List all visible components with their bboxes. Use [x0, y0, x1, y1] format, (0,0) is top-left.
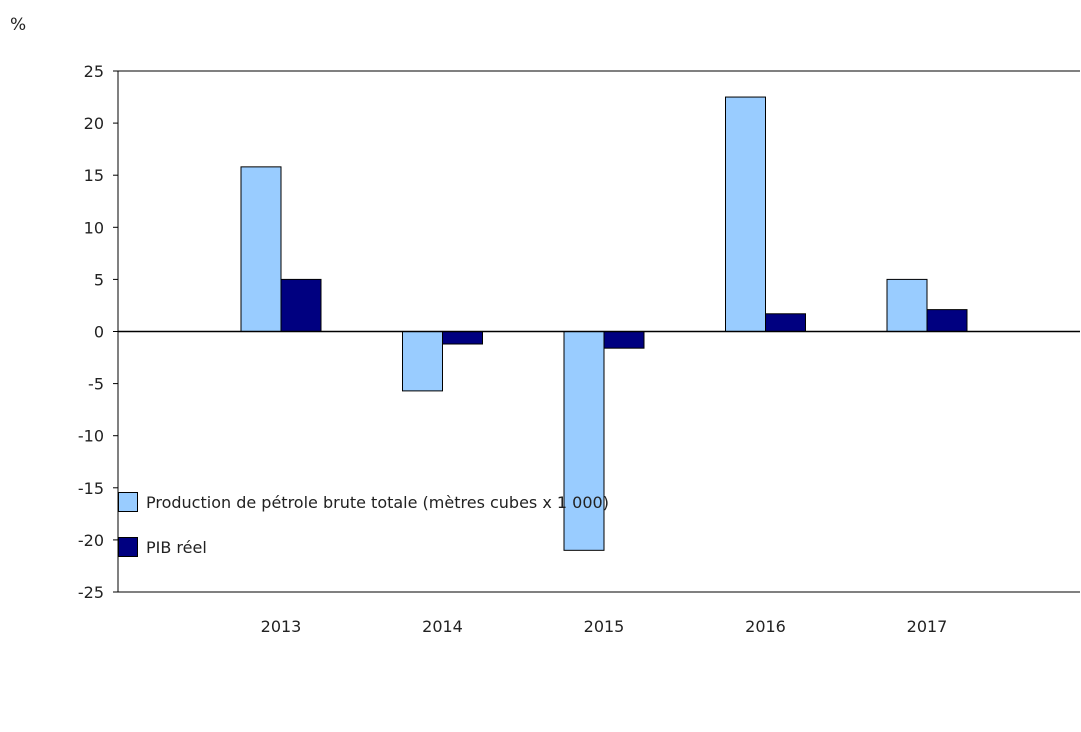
y-tick-label: -15	[78, 479, 104, 498]
y-tick-label: -25	[78, 583, 104, 602]
bar-production-2013	[241, 167, 281, 332]
bar-pib-2013	[281, 279, 321, 331]
bar-pib-2016	[766, 314, 806, 332]
y-unit-label: %	[10, 15, 26, 35]
y-tick-label: -10	[78, 427, 104, 446]
legend-label-pib: PIB réel	[146, 538, 207, 557]
bar-production-2016	[726, 97, 766, 331]
x-tick-label: 2016	[745, 617, 786, 636]
bars	[241, 97, 967, 550]
x-tick-label: 2014	[422, 617, 463, 636]
legend-item-pib: PIB réel	[118, 537, 207, 557]
bar-pib-2015	[604, 332, 644, 349]
y-tick-label: 25	[84, 62, 104, 81]
legend-item-production: Production de pétrole brute totale (mètr…	[118, 492, 609, 512]
legend-label-production: Production de pétrole brute totale (mètr…	[146, 493, 609, 512]
y-tick-label: -20	[78, 531, 104, 550]
y-tick-label: -5	[88, 375, 104, 394]
x-tick-label: 2013	[261, 617, 302, 636]
x-axis-ticks: 2013 2014 2015 2016 2017	[261, 617, 948, 636]
bar-pib-2014	[443, 332, 483, 345]
bar-production-2015	[564, 332, 604, 551]
bar-production-2017	[887, 279, 927, 331]
y-tick-label: 15	[84, 166, 104, 185]
y-tick-label: 5	[94, 270, 104, 289]
bar-production-2014	[403, 332, 443, 391]
x-tick-label: 2015	[584, 617, 625, 636]
y-axis-ticks: 25 20 15 10 5 0 -5 -10 -15 -20 -25	[78, 62, 118, 602]
bar-pib-2017	[927, 310, 967, 332]
y-tick-label: 10	[84, 218, 104, 237]
legend-swatch-production	[118, 492, 138, 512]
legend-swatch-pib	[118, 537, 138, 557]
y-tick-label: 20	[84, 114, 104, 133]
y-tick-label: 0	[94, 323, 104, 342]
x-tick-label: 2017	[907, 617, 948, 636]
